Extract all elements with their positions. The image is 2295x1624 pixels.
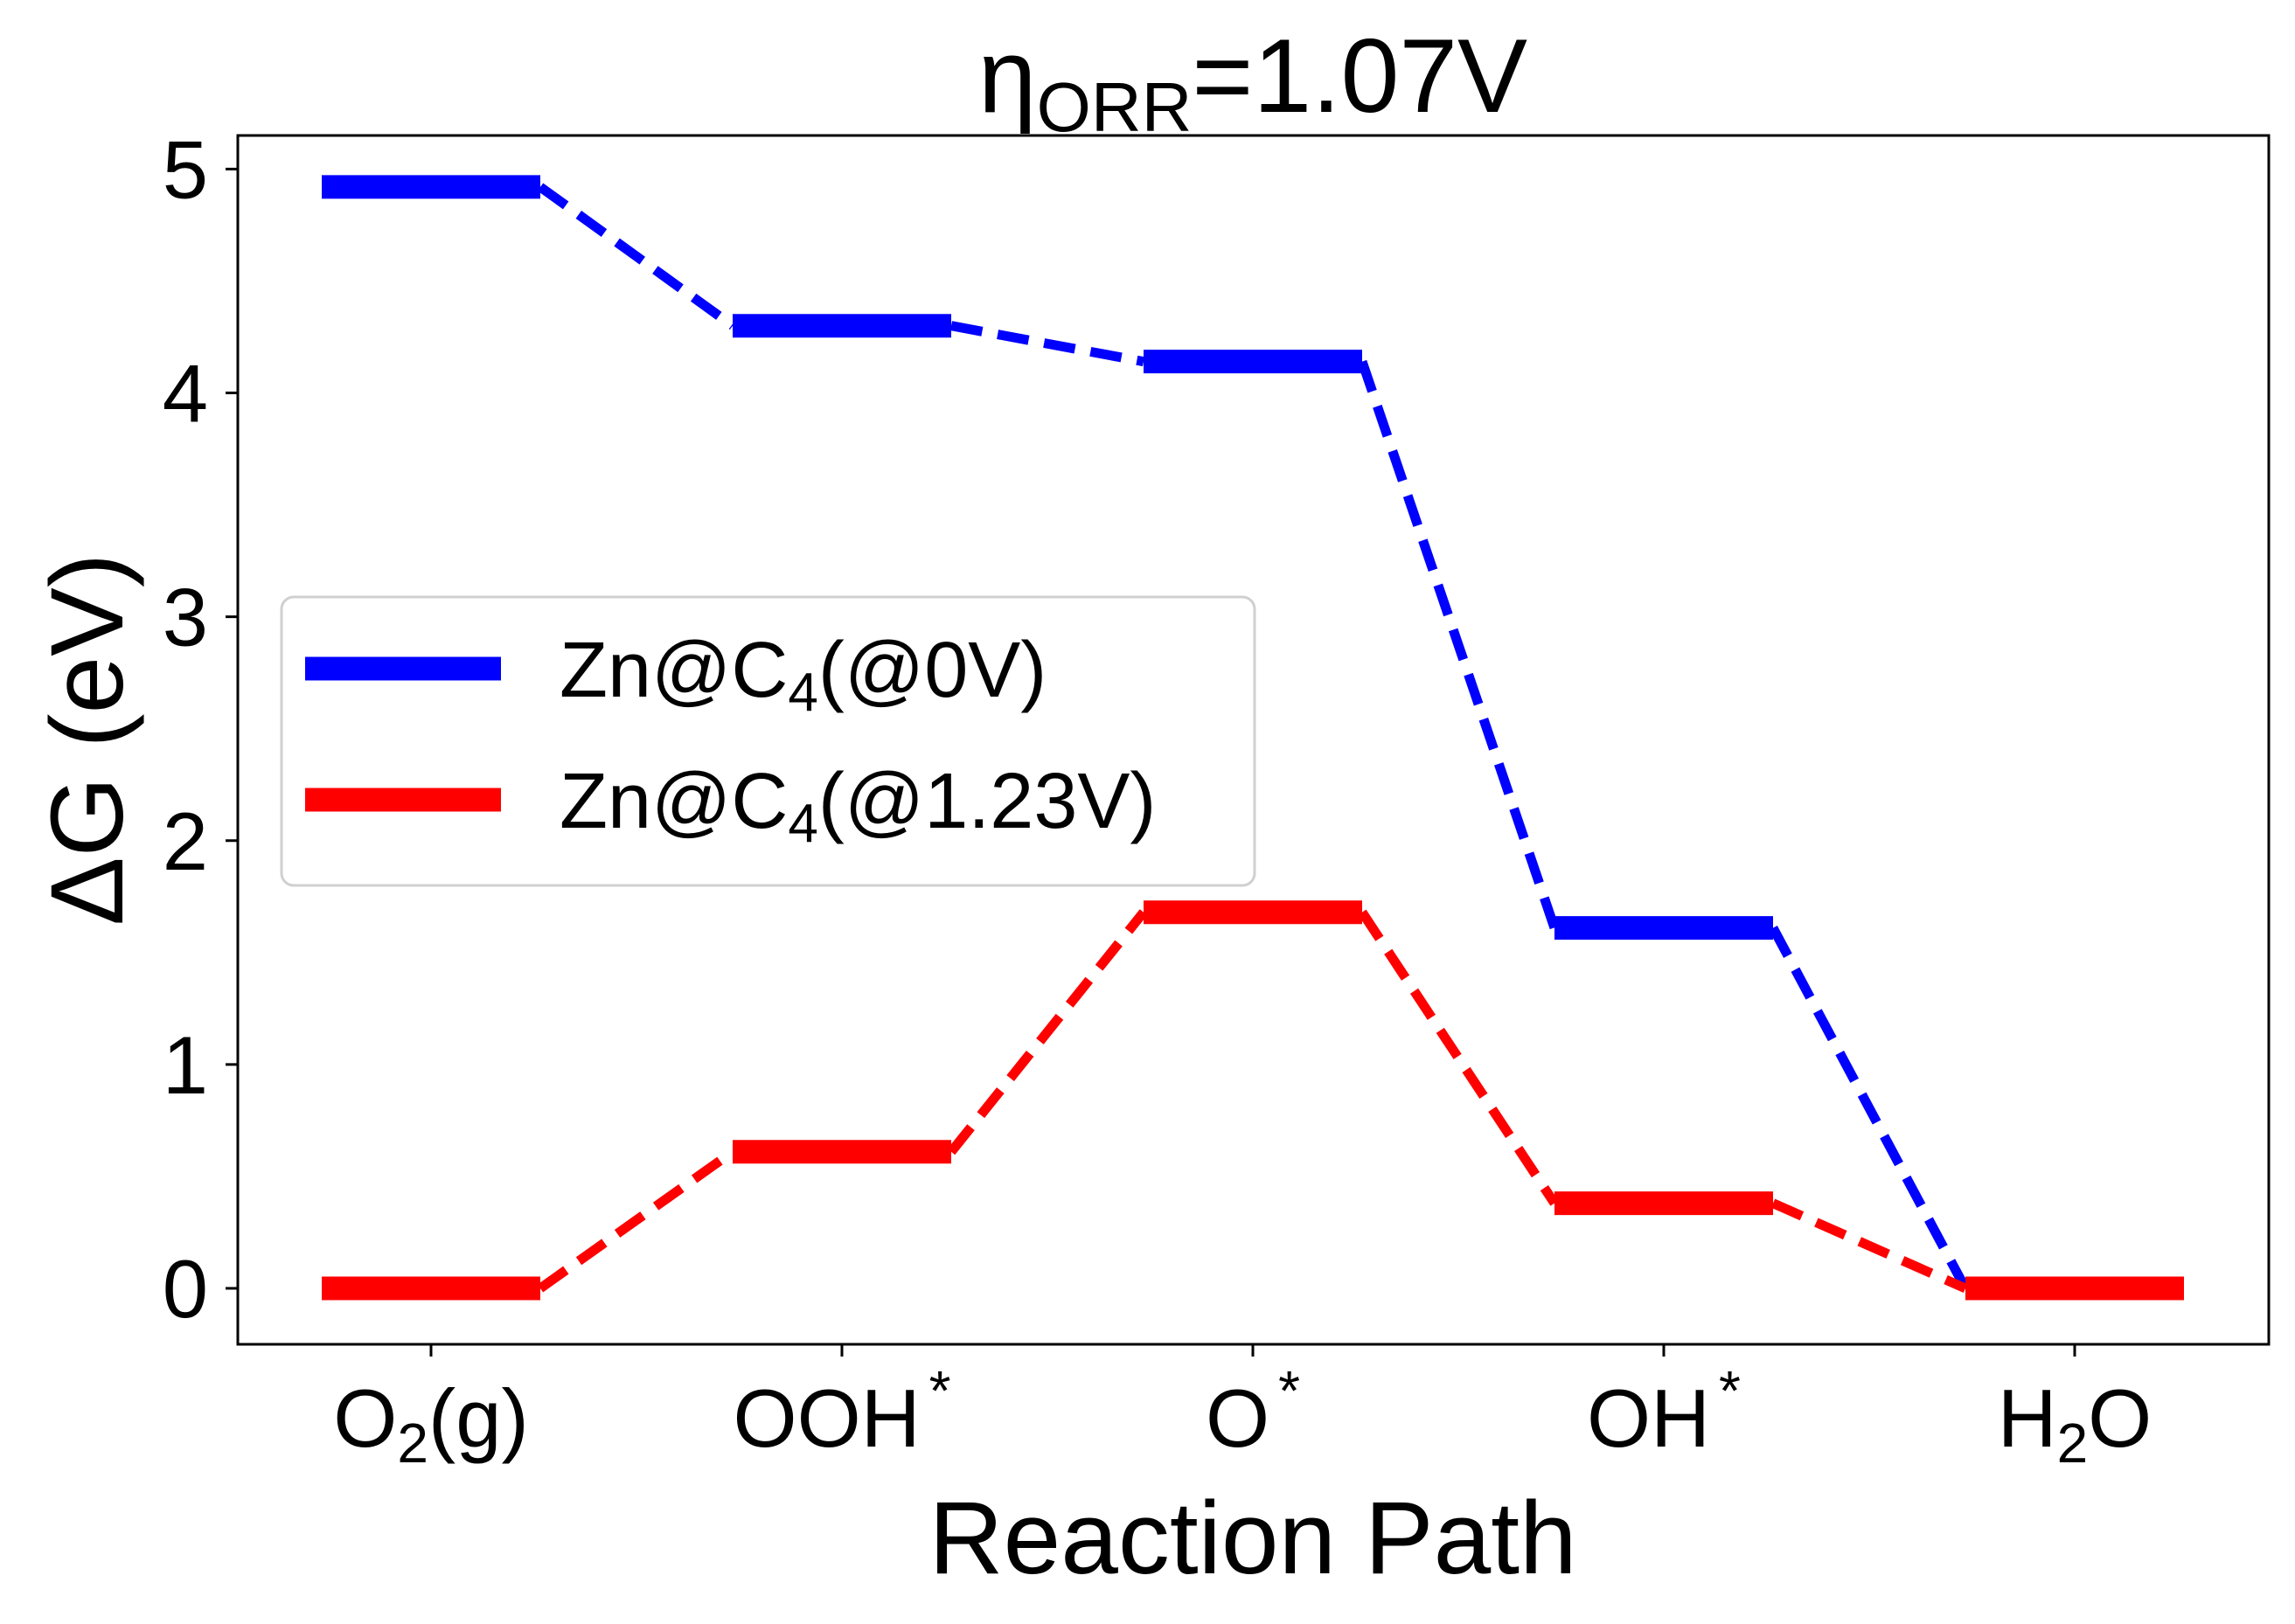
- series-1-connector-1: [947, 909, 1148, 1156]
- legend: Zn@C4(@0V) Zn@C4(@1.23V): [280, 595, 1256, 887]
- y-tick-label-4: 4: [163, 348, 208, 440]
- y-axis-label: ΔG (eV): [30, 553, 145, 926]
- legend-box: [280, 595, 1256, 887]
- x-axis-label: Reaction Path: [928, 1481, 1576, 1596]
- x-tick-label-2: O *: [1206, 1359, 1300, 1464]
- series-0-connector-3: [1769, 926, 1970, 1291]
- series-0-connector-0: [537, 183, 736, 330]
- series-0-connector-1: [949, 321, 1145, 367]
- y-tick-label-1: 1: [163, 1019, 208, 1111]
- labels: 0 1 2 3 4 5 O2(g) OOH * O * OH * H2O Reaction Path ΔG (…: [30, 17, 2152, 1596]
- x-tick-label-0: O2(g): [333, 1372, 529, 1475]
- x-tick-label-1: OOH *: [733, 1359, 950, 1464]
- legend-label-0: Zn@C4(@0V): [560, 627, 1047, 723]
- plot-area: [322, 175, 2184, 1301]
- x-tick-label-3: OH *: [1587, 1359, 1741, 1464]
- series-1-connector-3: [1770, 1198, 1968, 1294]
- axes: [226, 134, 2271, 1357]
- y-tick-label-2: 2: [163, 795, 208, 887]
- legend-label-1: Zn@C4(@1.23V): [560, 758, 1156, 854]
- x-tick-label-4: H2O: [1998, 1372, 2152, 1475]
- series-1-connector-2: [1358, 909, 1559, 1206]
- series-1-connector-0: [537, 1148, 736, 1293]
- y-tick-label-5: 5: [163, 123, 208, 215]
- chart-title: ηORR=1.07V: [978, 17, 1527, 146]
- y-tick-label-3: 3: [163, 572, 208, 663]
- series-0-connector-2: [1357, 359, 1560, 930]
- y-tick-label-0: 0: [163, 1243, 208, 1335]
